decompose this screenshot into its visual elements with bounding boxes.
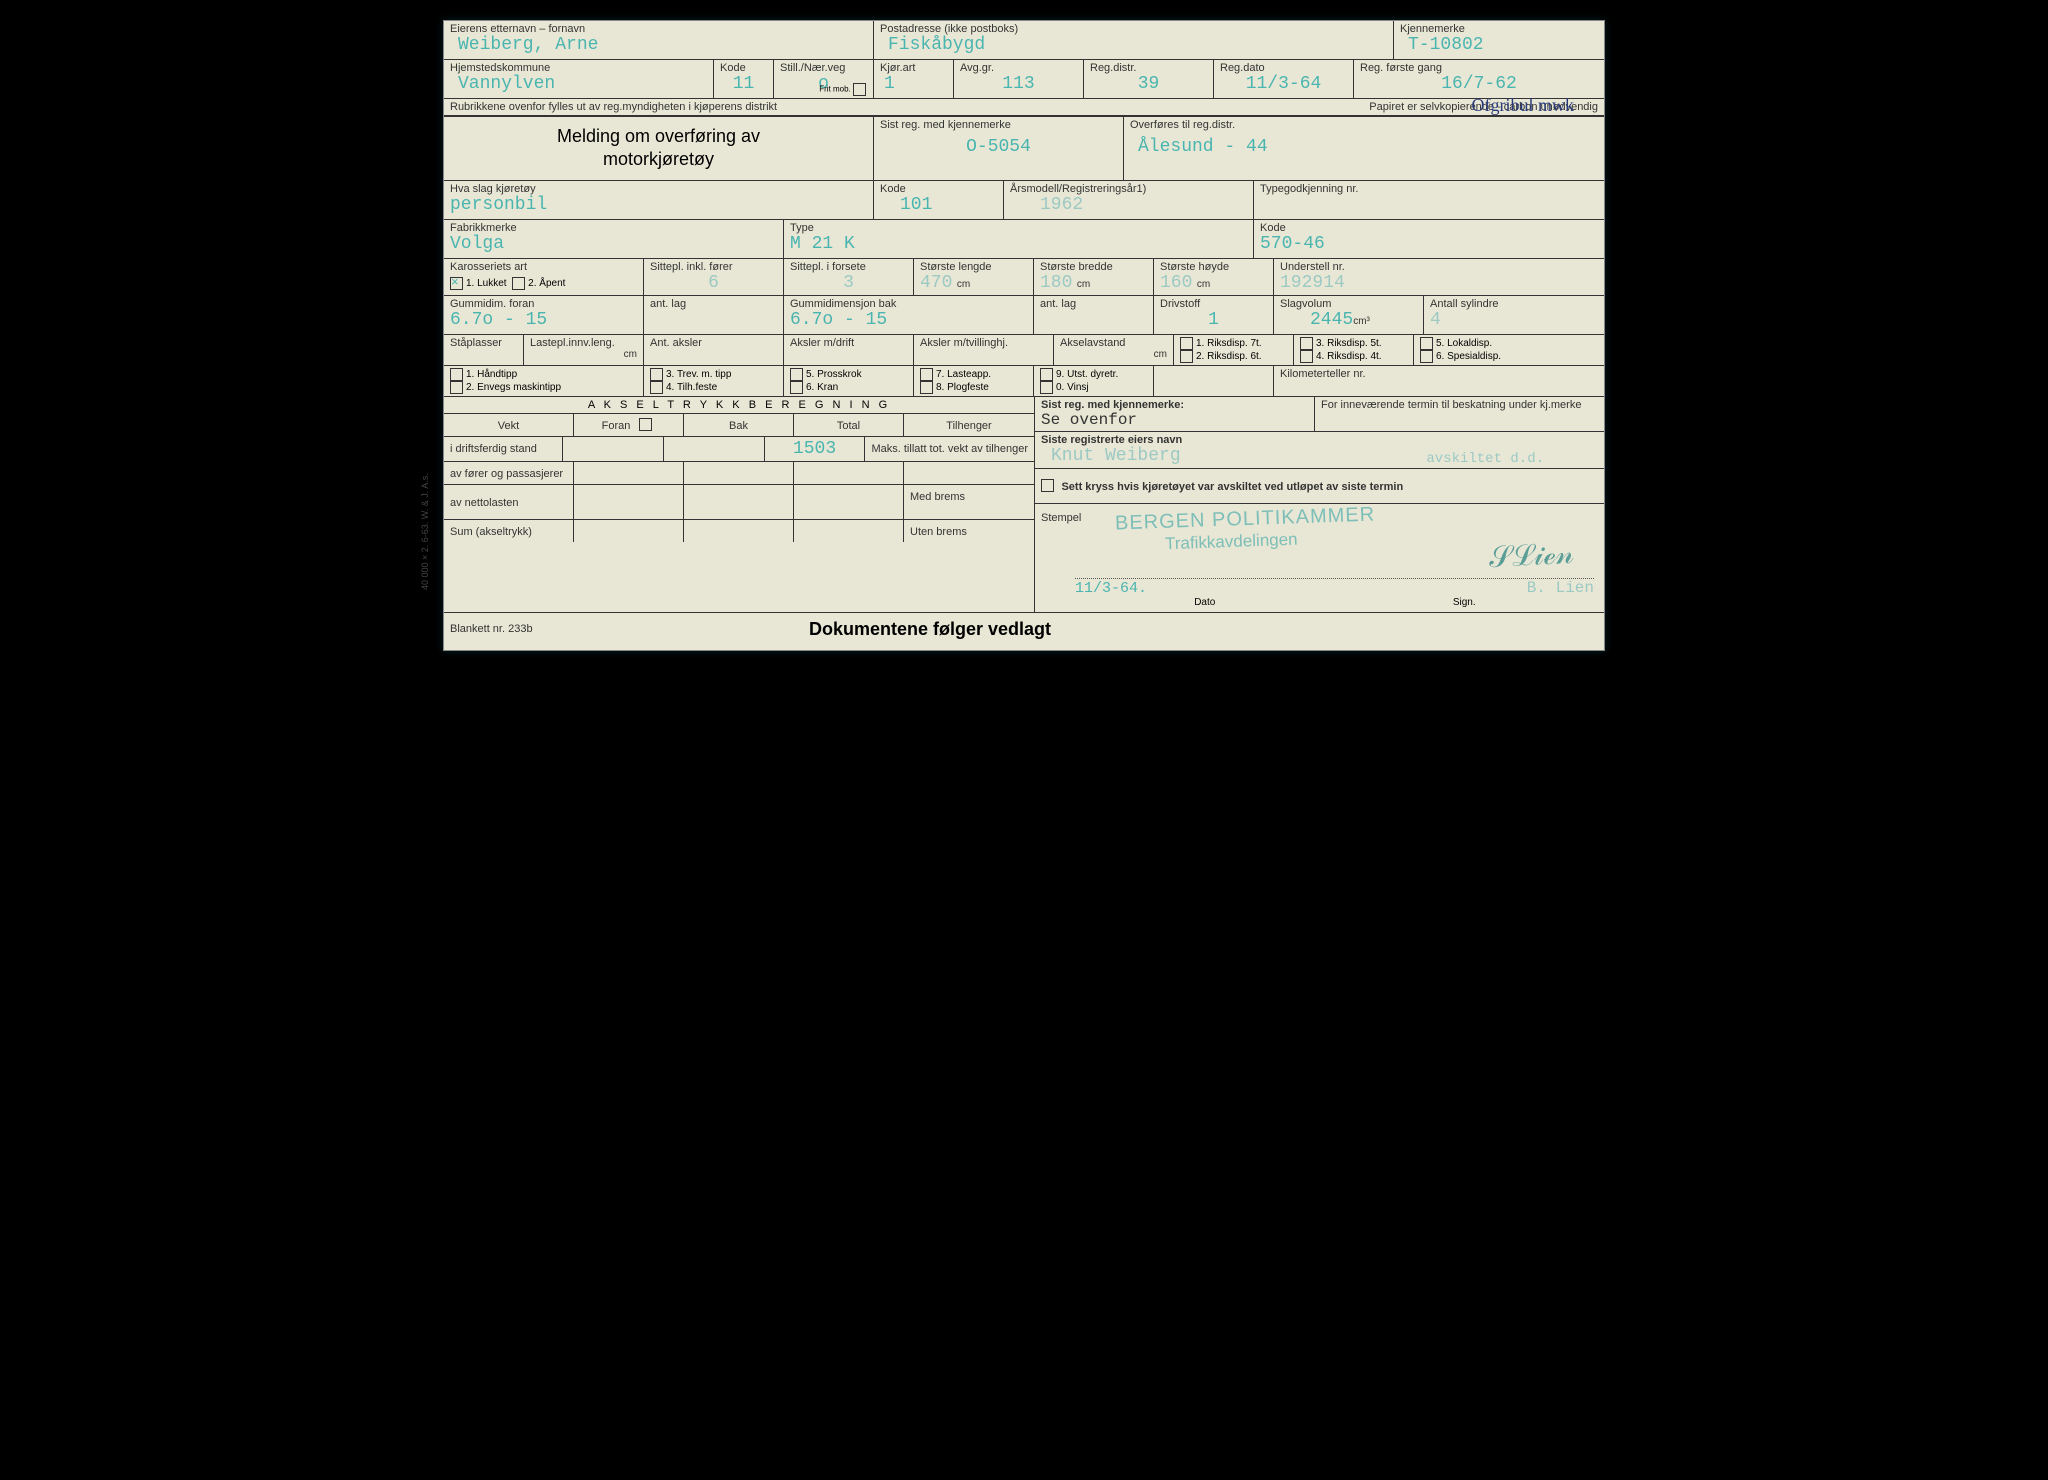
lukket-check xyxy=(450,277,463,290)
lower-area: A K S E L T R Y K K B E R E G N I N G Ve… xyxy=(444,397,1604,612)
apent-check xyxy=(512,277,525,290)
aksel-header: A K S E L T R Y K K B E R E G N I N G xyxy=(444,397,1034,414)
row-karosseri: Karosseriets art 1. Lukket 2. Åpent Sitt… xyxy=(444,259,1604,296)
still-label: Still./Nær.veg xyxy=(780,62,867,74)
antlagb-label: ant. lag xyxy=(1040,298,1147,310)
registration-card: 40 000 × 2. 6-63. W. & J. A.s. Eierens e… xyxy=(443,20,1605,651)
hoyde-label: Største høyde xyxy=(1160,261,1267,273)
overfores-value: Ålesund - 44 xyxy=(1130,131,1598,159)
row-aksler: Ståplasser Lastepl.innv.leng. cm Ant. ak… xyxy=(444,335,1604,366)
arsmodell-value: 1962 xyxy=(1010,195,1247,215)
bredde-value: 180 xyxy=(1040,273,1072,293)
hva-label: Hva slag kjøretøy xyxy=(450,183,867,195)
se-ovenfor: Se ovenfor xyxy=(1041,411,1308,429)
regdistr-value: 39 xyxy=(1090,74,1207,96)
lengde-value: 470 xyxy=(920,273,952,293)
typegodk-label: Typegodkjenning nr. xyxy=(1260,183,1598,195)
stamp-line2: Trafikkavdelingen xyxy=(1165,529,1298,554)
row-equip: 1. Håndtipp 2. Envegs maskintipp 3. Trev… xyxy=(444,366,1604,397)
row-fabrikk: Fabrikkmerke Volga Type M 21 K Kode 570-… xyxy=(444,220,1604,259)
hva-value: personbil xyxy=(450,195,867,217)
slagvolum-value: 2445 xyxy=(1280,310,1353,330)
side-print: 40 000 × 2. 6-63. W. & J. A.s. xyxy=(420,473,430,590)
sitteplf-value: 3 xyxy=(790,273,907,293)
stamp-date: 11/3-64. xyxy=(1075,580,1147,597)
addr-value: Fiskåbygd xyxy=(880,35,1387,57)
syl-label: Antall sylindre xyxy=(1430,298,1598,310)
title1: Melding om overføring av xyxy=(557,126,760,146)
signature-name: B. Lien xyxy=(1527,579,1594,597)
fabrikk-value: Volga xyxy=(450,234,777,256)
blankett-nr: Blankett nr. 233b xyxy=(444,613,656,650)
kode4-label: Kode xyxy=(880,183,997,195)
signature-scribble: 𝒮ℒ𝒾ℯ𝓃 xyxy=(1488,537,1575,575)
regdato-label: Reg.dato xyxy=(1220,62,1347,74)
frit-label: Frit mob. xyxy=(819,83,869,96)
gummib-label: Gummidimensjon bak xyxy=(790,298,1027,310)
kjorart-value: 1 xyxy=(880,74,947,96)
sittepl-label: Sittepl. inkl. fører xyxy=(650,261,777,273)
dokumentene: Dokumentene følger vedlagt xyxy=(656,613,1204,650)
gummib-value: 6.7o - 15 xyxy=(790,310,1027,332)
drivstoff-value: 1 xyxy=(1160,310,1267,332)
plate-value: T-10802 xyxy=(1400,35,1598,57)
kommune-label: Hjemstedskommune xyxy=(450,62,707,74)
handwritten-note: Ofgribul mwk xyxy=(1472,95,1575,116)
row-hva: Hva slag kjøretøy personbil Kode 101 Års… xyxy=(444,181,1604,220)
lengde-label: Største lengde xyxy=(920,261,1027,273)
regdistr-label: Reg.distr. xyxy=(1090,62,1207,74)
regforste-value: 16/7-62 xyxy=(1360,74,1598,96)
title2: motorkjøretøy xyxy=(603,149,714,169)
avggr-label: Avg.gr. xyxy=(960,62,1077,74)
regforste-label: Reg. første gang xyxy=(1360,62,1598,74)
avggr-value: 113 xyxy=(960,74,1077,96)
gummif-value: 6.7o - 15 xyxy=(450,310,637,332)
row-owner: Eierens etternavn – fornavn Weiberg, Arn… xyxy=(444,21,1604,60)
understell-value: 192914 xyxy=(1280,273,1598,293)
total-driftsferdig: 1503 xyxy=(793,439,836,459)
type-value: M 21 K xyxy=(790,234,1247,256)
hoyde-value: 160 xyxy=(1160,273,1192,293)
rubrik-note: Rubrikkene ovenfor fylles ut av reg.mynd… xyxy=(444,99,1363,115)
sist-label: Sist reg. med kjennemerke xyxy=(880,119,1117,131)
plate-label: Kjennemerke xyxy=(1400,23,1598,35)
antlagf-label: ant. lag xyxy=(650,298,777,310)
owner-value: Weiberg, Arne xyxy=(450,35,867,57)
kjorart-label: Kjør.art xyxy=(880,62,947,74)
owner-label: Eierens etternavn – fornavn xyxy=(450,23,867,35)
kode5-label: Kode xyxy=(1260,222,1598,234)
kode4-value: 101 xyxy=(880,195,997,217)
overfores-label: Overføres til reg.distr. xyxy=(1130,119,1598,131)
sitteplf-label: Sittepl. i forsete xyxy=(790,261,907,273)
kode-value: 11 xyxy=(720,74,767,96)
regdato-value: 11/3-64 xyxy=(1220,74,1347,96)
addr-label: Postadresse (ikke postboks) xyxy=(880,23,1387,35)
sittepl-value: 6 xyxy=(650,273,777,293)
row-title: Melding om overføring av motorkjøretøy S… xyxy=(444,117,1604,181)
row-kommune: Hjemstedskommune Vannylven Kode 11 Still… xyxy=(444,60,1604,99)
drivstoff-label: Drivstoff xyxy=(1160,298,1267,310)
arsmodell-label: Årsmodell/Registreringsår1) xyxy=(1010,183,1247,195)
kode5-value: 570-46 xyxy=(1260,234,1598,256)
bredde-label: Største bredde xyxy=(1040,261,1147,273)
karosseri-label: Karosseriets art xyxy=(450,261,637,273)
sist-value: O-5054 xyxy=(880,131,1117,159)
kommune-value: Vannylven xyxy=(450,74,707,96)
slagvolum-label: Slagvolum xyxy=(1280,298,1417,310)
gummif-label: Gummidim. foran xyxy=(450,298,637,310)
row-gummi: Gummidim. foran 6.7o - 15 ant. lag Gummi… xyxy=(444,296,1604,335)
fabrikk-label: Fabrikkmerke xyxy=(450,222,777,234)
syl-value: 4 xyxy=(1430,310,1598,330)
type-label: Type xyxy=(790,222,1247,234)
kode-label: Kode xyxy=(720,62,767,74)
understell-label: Understell nr. xyxy=(1280,261,1598,273)
right-panel: Sist reg. med kjennemerke: Se ovenfor Fo… xyxy=(1035,397,1604,612)
aksel-table: A K S E L T R Y K K B E R E G N I N G Ve… xyxy=(444,397,1035,612)
